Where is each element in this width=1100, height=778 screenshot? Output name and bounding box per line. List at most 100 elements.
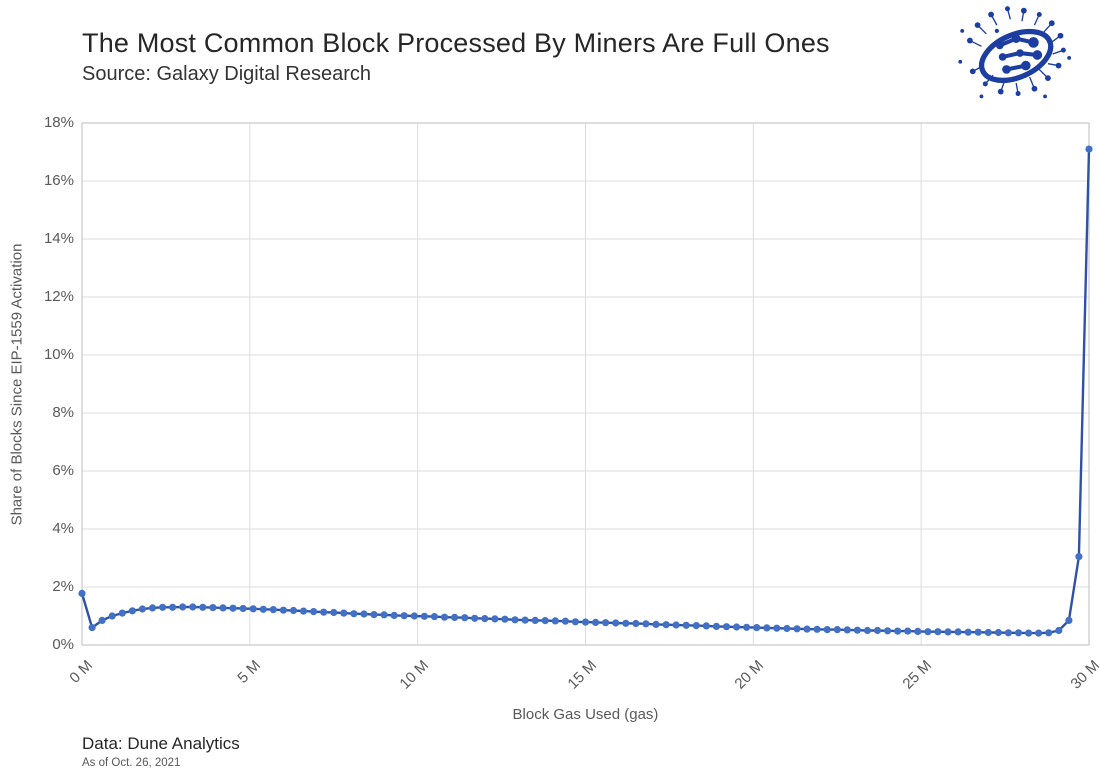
data-point [783, 624, 791, 633]
data-point [823, 626, 831, 634]
data-point [148, 604, 157, 612]
x-tick-label: 15 M [563, 657, 600, 693]
data-point [179, 603, 187, 611]
data-point [98, 616, 106, 624]
data-point [692, 622, 700, 630]
data-point [169, 603, 177, 611]
data-point [330, 608, 338, 617]
data-point [430, 613, 438, 621]
data-point [662, 621, 670, 629]
data-point [461, 614, 469, 622]
data-point [541, 617, 549, 625]
data-point [612, 619, 620, 627]
data-point [299, 607, 308, 615]
data-point [249, 605, 257, 613]
y-tick-label: 18% [43, 114, 74, 131]
data-point [1055, 626, 1063, 635]
data-point [984, 628, 992, 637]
data-point [602, 619, 610, 627]
y-tick-label: 6% [52, 462, 74, 479]
data-point [914, 627, 922, 635]
data-point [853, 626, 862, 634]
data-point [269, 606, 277, 614]
data-point [239, 604, 247, 613]
data-point [753, 624, 761, 632]
footer-data-source: Data: Dune Analytics [82, 734, 240, 753]
data-point [642, 620, 650, 628]
data-point [229, 604, 237, 612]
y-tick-label: 8% [52, 404, 74, 421]
x-tick-label: 10 M [396, 657, 432, 693]
data-point [1025, 629, 1033, 637]
data-point [944, 628, 952, 636]
y-tick-label: 16% [43, 172, 74, 189]
data-point [219, 604, 227, 612]
footer-as-of-date: As of Oct. 26, 2021 [82, 757, 181, 769]
data-point [712, 622, 721, 630]
y-tick-label: 0% [52, 636, 74, 653]
y-tick-label: 4% [52, 520, 74, 537]
data-point [78, 589, 86, 597]
data-point [199, 603, 207, 611]
chart-plot-svg [78, 122, 1093, 646]
data-point [793, 625, 801, 633]
data-point [743, 623, 751, 631]
data-point [934, 628, 942, 636]
data-point [833, 626, 841, 634]
data-point [390, 611, 398, 619]
x-tick-label: 30 M [1067, 657, 1100, 693]
data-point [501, 615, 509, 623]
data-point [622, 619, 630, 627]
data-point [924, 628, 932, 636]
data-point [440, 613, 449, 621]
y-tick-label: 2% [52, 578, 74, 595]
data-point [813, 625, 821, 633]
data-point [954, 628, 962, 636]
data-point [491, 615, 499, 623]
data-point [410, 612, 418, 620]
data-point [370, 611, 378, 619]
galaxy-logo-icon [958, 6, 1072, 99]
data-point [904, 627, 912, 635]
data-point [138, 605, 146, 613]
data-point [581, 618, 590, 626]
y-tick-label: 14% [43, 230, 74, 247]
data-point [863, 626, 872, 635]
y-tick-label: 12% [43, 288, 74, 305]
data-point [1085, 145, 1093, 153]
data-point [1035, 629, 1043, 637]
data-point [310, 608, 318, 616]
data-point [279, 606, 287, 614]
data-point [551, 617, 559, 625]
x-tick-label: 5 M [234, 657, 264, 687]
data-point [108, 612, 116, 620]
data-point [1004, 629, 1013, 637]
data-point [400, 612, 408, 620]
data-point [1065, 616, 1073, 624]
page-subtitle: Source: Galaxy Digital Research [82, 63, 372, 85]
data-point [259, 605, 267, 613]
chart-plot-area [78, 122, 1093, 646]
x-tick-label: 25 M [899, 657, 936, 693]
data-point [320, 608, 328, 616]
data-point [128, 607, 136, 615]
data-point [189, 603, 197, 611]
data-point [451, 613, 459, 621]
data-point [380, 611, 388, 619]
data-point [803, 625, 811, 633]
data-point [994, 628, 1003, 637]
y-axis-title: Share of Blocks Since EIP-1559 Activatio… [8, 243, 26, 525]
data-point [763, 624, 771, 632]
data-point [118, 609, 126, 617]
data-point [350, 610, 358, 618]
data-point [672, 621, 680, 629]
data-point [843, 626, 851, 634]
x-tick-label: 0 M [66, 657, 97, 687]
data-point [159, 603, 167, 611]
data-point [340, 609, 348, 617]
data-point [481, 615, 489, 623]
data-point [360, 610, 368, 618]
data-point [773, 624, 781, 632]
data-point [592, 618, 600, 626]
